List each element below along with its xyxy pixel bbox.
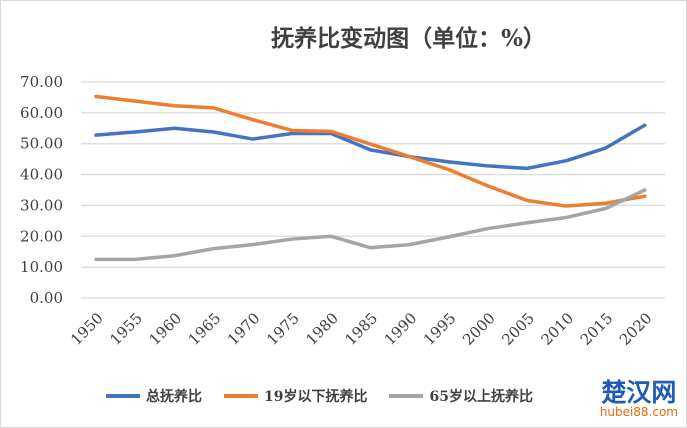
x-tick-label: 1965 [185,309,225,349]
watermark-logo: 楚汉网 hubei88.com [600,373,678,419]
x-tick-label: 1955 [106,309,146,349]
y-tick-label: 60.00 [20,104,63,122]
y-tick-label: 50.00 [20,135,63,153]
legend-swatch [106,394,140,398]
x-tick-label: 2000 [459,309,499,349]
x-tick-label: 1995 [420,309,460,349]
legend-label: 19岁以下抚养比 [264,389,368,405]
x-tick-label: 1975 [263,309,303,349]
x-tick-label: 1960 [145,309,185,349]
y-tick-label: 70.00 [20,73,63,91]
series-line-0 [94,123,647,171]
x-tick-label: 1950 [67,309,107,349]
legend-swatch [224,394,258,398]
x-tick-label: 1985 [341,309,381,349]
y-tick-label: 20.00 [20,227,63,245]
legend: 总抚养比 19岁以下抚养比 65岁以上抚养比 [106,386,533,406]
y-tick-label: 10.00 [20,258,63,276]
y-tick-label: 40.00 [20,166,63,184]
legend-label: 65岁以上抚养比 [429,389,533,405]
watermark-url: hubei88.com [599,405,678,419]
x-tick-label: 2020 [616,309,656,349]
legend-item-0: 总抚养比 [106,386,202,406]
x-tick-label: 1980 [302,309,342,349]
x-tick-label: 2010 [537,309,577,349]
series-line-2 [94,188,647,262]
x-tick-label: 2005 [498,309,538,349]
x-tick-label: 1990 [381,309,421,349]
legend-item-1: 19岁以下抚养比 [224,386,367,406]
y-tick-label: 0.00 [30,289,63,307]
x-tick-label: 1970 [224,309,264,349]
chart-title: 抚养比变动图（单位：%） [271,25,546,52]
legend-swatch [389,394,424,398]
y-tick-label: 30.00 [20,196,63,214]
legend-item-2: 65岁以上抚养比 [389,386,533,406]
x-tick-label: 2015 [577,309,617,349]
legend-label: 总抚养比 [146,389,202,405]
watermark-name: 楚汉网 [601,378,677,407]
